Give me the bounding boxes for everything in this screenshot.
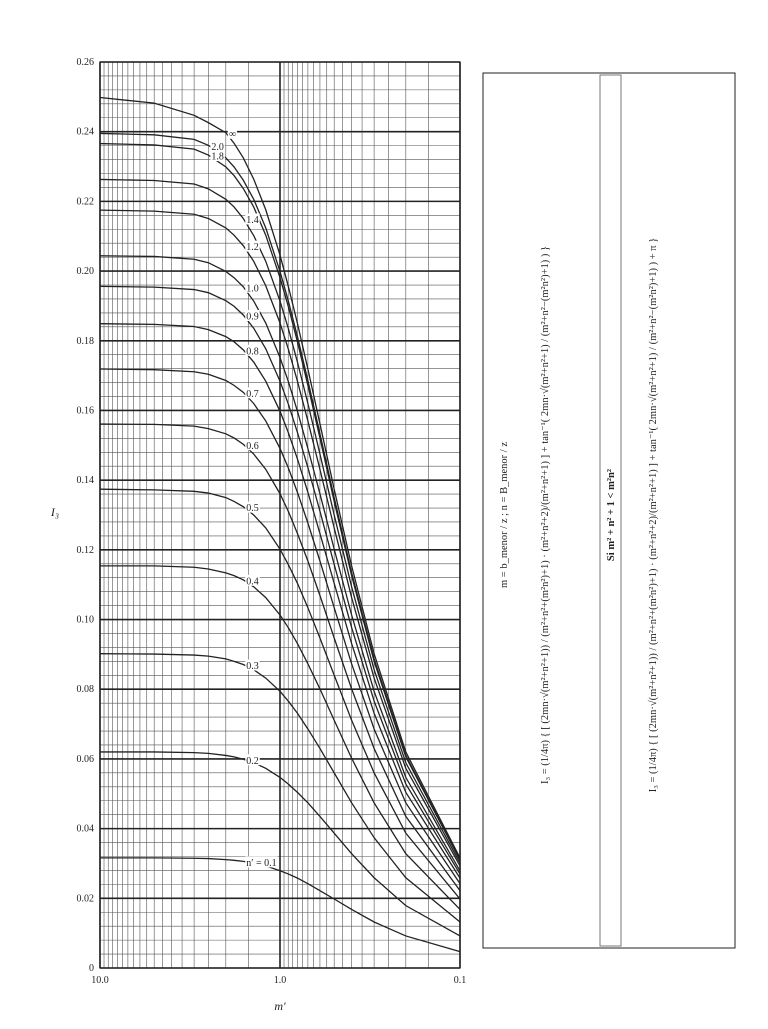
- y-tick-label: 0.12: [77, 545, 95, 556]
- curve-label-bg: [210, 150, 225, 162]
- formula-alternate: I₃ = (1/4π) { [ (2mn·√(m²+n²+1)) / (m²+n…: [647, 238, 659, 793]
- curve-label: 0.5: [246, 503, 259, 514]
- curve-label-bg: [245, 659, 260, 671]
- curve-label: 0.4: [246, 576, 259, 587]
- condition-strip: [599, 74, 622, 947]
- curve-label: 1.8: [211, 152, 224, 163]
- y-tick-label: 0.16: [77, 405, 95, 416]
- y-axis-label: I₃: [50, 505, 59, 519]
- curve-label: 0.8: [246, 346, 259, 357]
- plot-frame: [99, 61, 461, 969]
- curve-label: n′ = 0.1: [246, 858, 276, 869]
- curve-label: ∞: [229, 129, 236, 140]
- curve-label-bg: [245, 439, 260, 451]
- curve-label: 0.7: [246, 389, 259, 400]
- curve: [99, 368, 461, 885]
- curve-label: 0.6: [246, 441, 259, 452]
- curve-label: 1.0: [246, 283, 259, 294]
- curve-label: 0.9: [246, 311, 259, 322]
- y-tick-label: 0.08: [77, 684, 95, 695]
- y-tick-label: 0.04: [77, 824, 95, 835]
- curve-label-bg: [245, 501, 260, 513]
- curve: [99, 142, 461, 861]
- formula-condition: Si m² + n² + 1 < m²n²: [606, 469, 617, 561]
- y-tick-label: 0.22: [77, 196, 95, 207]
- x-tick-label: 10.0: [91, 975, 109, 986]
- curve-label-bg: [245, 240, 260, 252]
- formula-box: m = b_menor / z ; n = B_menor / z I₃ = (…: [482, 72, 736, 949]
- x-tick-label: 0.1: [454, 975, 467, 986]
- curve: [100, 751, 461, 937]
- x-tick-label: 1.0: [274, 975, 287, 986]
- curve: [99, 178, 461, 864]
- curve-label-bg: [245, 213, 260, 225]
- y-tick-label: 0.24: [77, 127, 95, 138]
- curve-label-bg: [210, 140, 225, 152]
- curve-label: 1.4: [246, 215, 259, 226]
- curve: [99, 255, 461, 872]
- formula-definition: m = b_menor / z ; n = B_menor / z: [499, 442, 510, 588]
- curve-label-bg: [227, 127, 237, 139]
- curve: [100, 565, 461, 910]
- curve-label-bg: [245, 309, 260, 321]
- curve-label: 0.3: [246, 661, 259, 672]
- formula-main: I₃ = (1/4π) { [ (2mn·√(m²+n²+1)) / (m²+n…: [539, 246, 551, 784]
- y-tick-label: 0.10: [77, 615, 95, 626]
- y-tick-label: 0.26: [77, 57, 95, 68]
- curve-label: 2.0: [211, 142, 224, 153]
- curve: [99, 653, 461, 923]
- y-tick-label: 0.18: [77, 336, 95, 347]
- curve: [99, 209, 461, 867]
- curve-label-bg: [245, 281, 260, 293]
- y-tick-label: 0.06: [77, 754, 95, 765]
- curve: [99, 488, 461, 900]
- x-axis-label: m′: [274, 999, 286, 1013]
- curve-label-bg: [245, 344, 260, 356]
- curve: [99, 285, 461, 875]
- curve-label-bg: [245, 754, 260, 766]
- curve-label-bg: [245, 387, 260, 399]
- curve-label: 1.2: [246, 242, 259, 253]
- plot-area: [99, 61, 461, 969]
- curve-label-bg: [245, 574, 260, 586]
- curve-label-bg: [245, 856, 278, 868]
- y-tick-label: 0.02: [77, 893, 95, 904]
- y-tick-label: 0: [89, 963, 94, 974]
- curve: [99, 323, 461, 879]
- curve: [99, 423, 461, 892]
- curve: [100, 857, 461, 953]
- curve: [99, 96, 461, 859]
- y-tick-label: 0.20: [77, 266, 95, 277]
- formula-frame: [482, 72, 736, 949]
- y-tick-label: 0.14: [77, 475, 95, 486]
- curve-label: 0.2: [246, 756, 259, 767]
